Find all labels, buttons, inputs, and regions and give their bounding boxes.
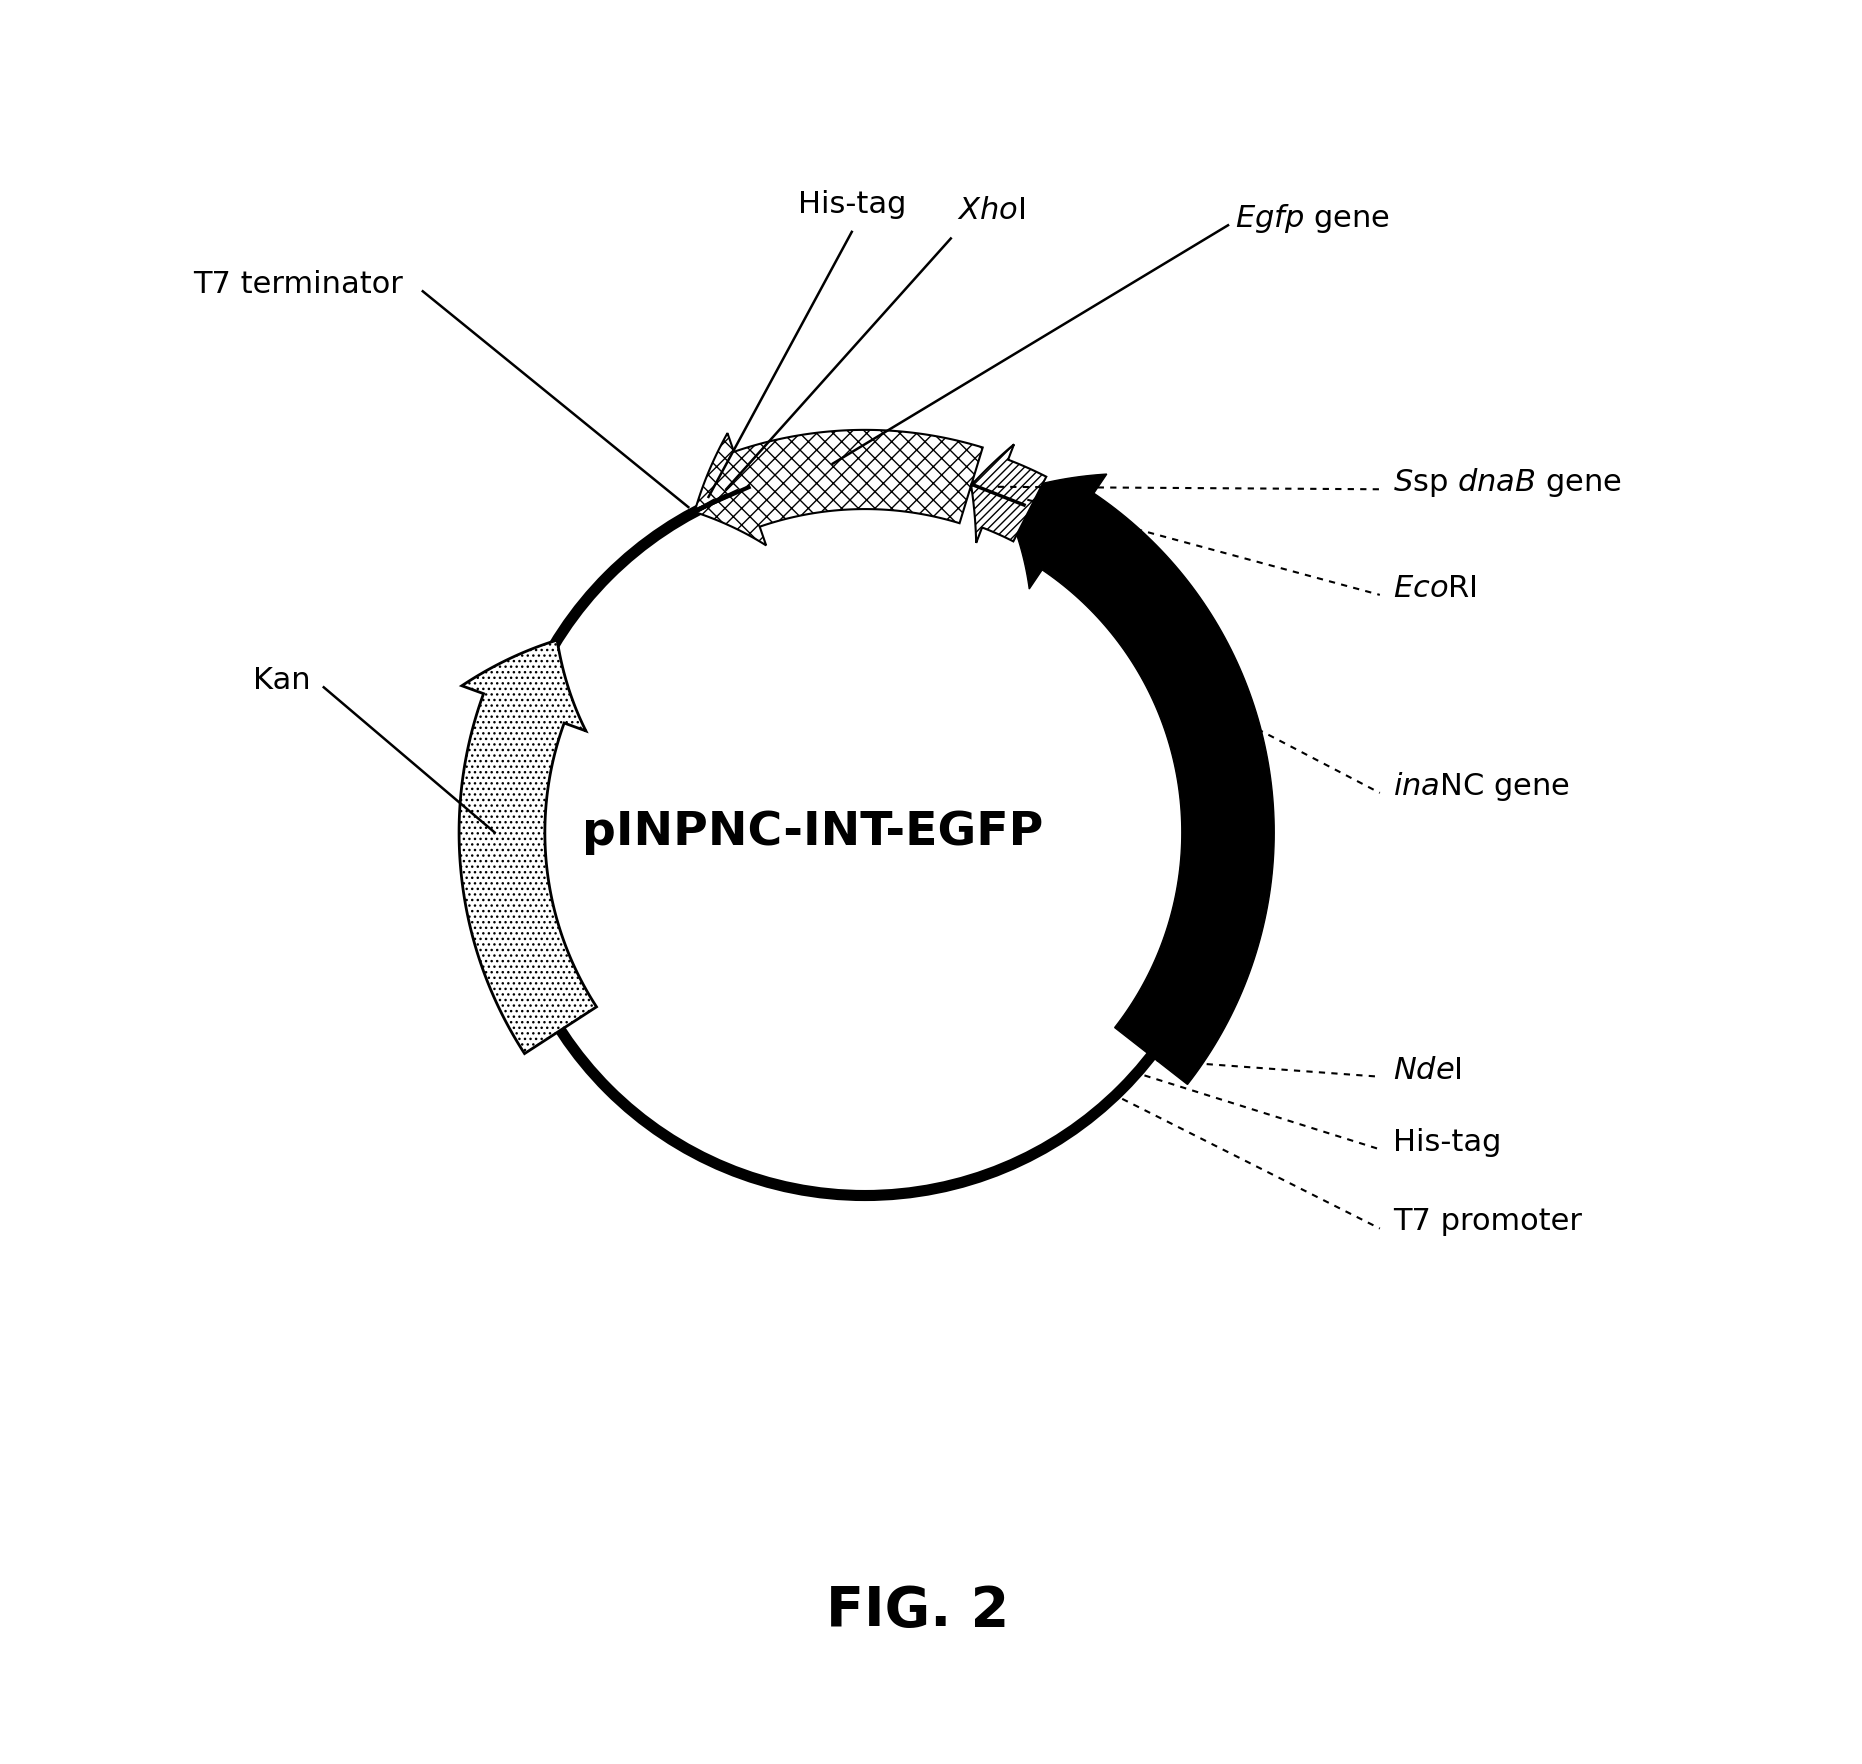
Text: T7 terminator: T7 terminator — [194, 270, 402, 300]
Text: Kan: Kan — [253, 667, 311, 695]
Polygon shape — [972, 445, 1046, 543]
Text: T7 promoter: T7 promoter — [1393, 1207, 1583, 1237]
Text: $\mathit{Egfp}$ gene: $\mathit{Egfp}$ gene — [1235, 203, 1389, 235]
Text: FIG. 2: FIG. 2 — [827, 1584, 1009, 1639]
Text: His-tag: His-tag — [1393, 1129, 1501, 1157]
Text: $\mathit{Nde}$I: $\mathit{Nde}$I — [1393, 1055, 1462, 1085]
Text: $\mathit{ina}$NC gene: $\mathit{ina}$NC gene — [1393, 769, 1570, 803]
Text: $\mathit{Eco}$RI: $\mathit{Eco}$RI — [1393, 573, 1477, 603]
Polygon shape — [1002, 475, 1274, 1085]
Text: His-tag: His-tag — [797, 191, 907, 219]
Polygon shape — [460, 640, 596, 1053]
Text: pINPNC-INT-EGFP: pINPNC-INT-EGFP — [581, 810, 1043, 856]
Polygon shape — [695, 430, 983, 545]
Text: $\mathit{Xho}$I: $\mathit{Xho}$I — [957, 196, 1026, 226]
Text: $\mathit{S}$sp $\mathit{dnaB}$ gene: $\mathit{S}$sp $\mathit{dnaB}$ gene — [1393, 466, 1622, 499]
